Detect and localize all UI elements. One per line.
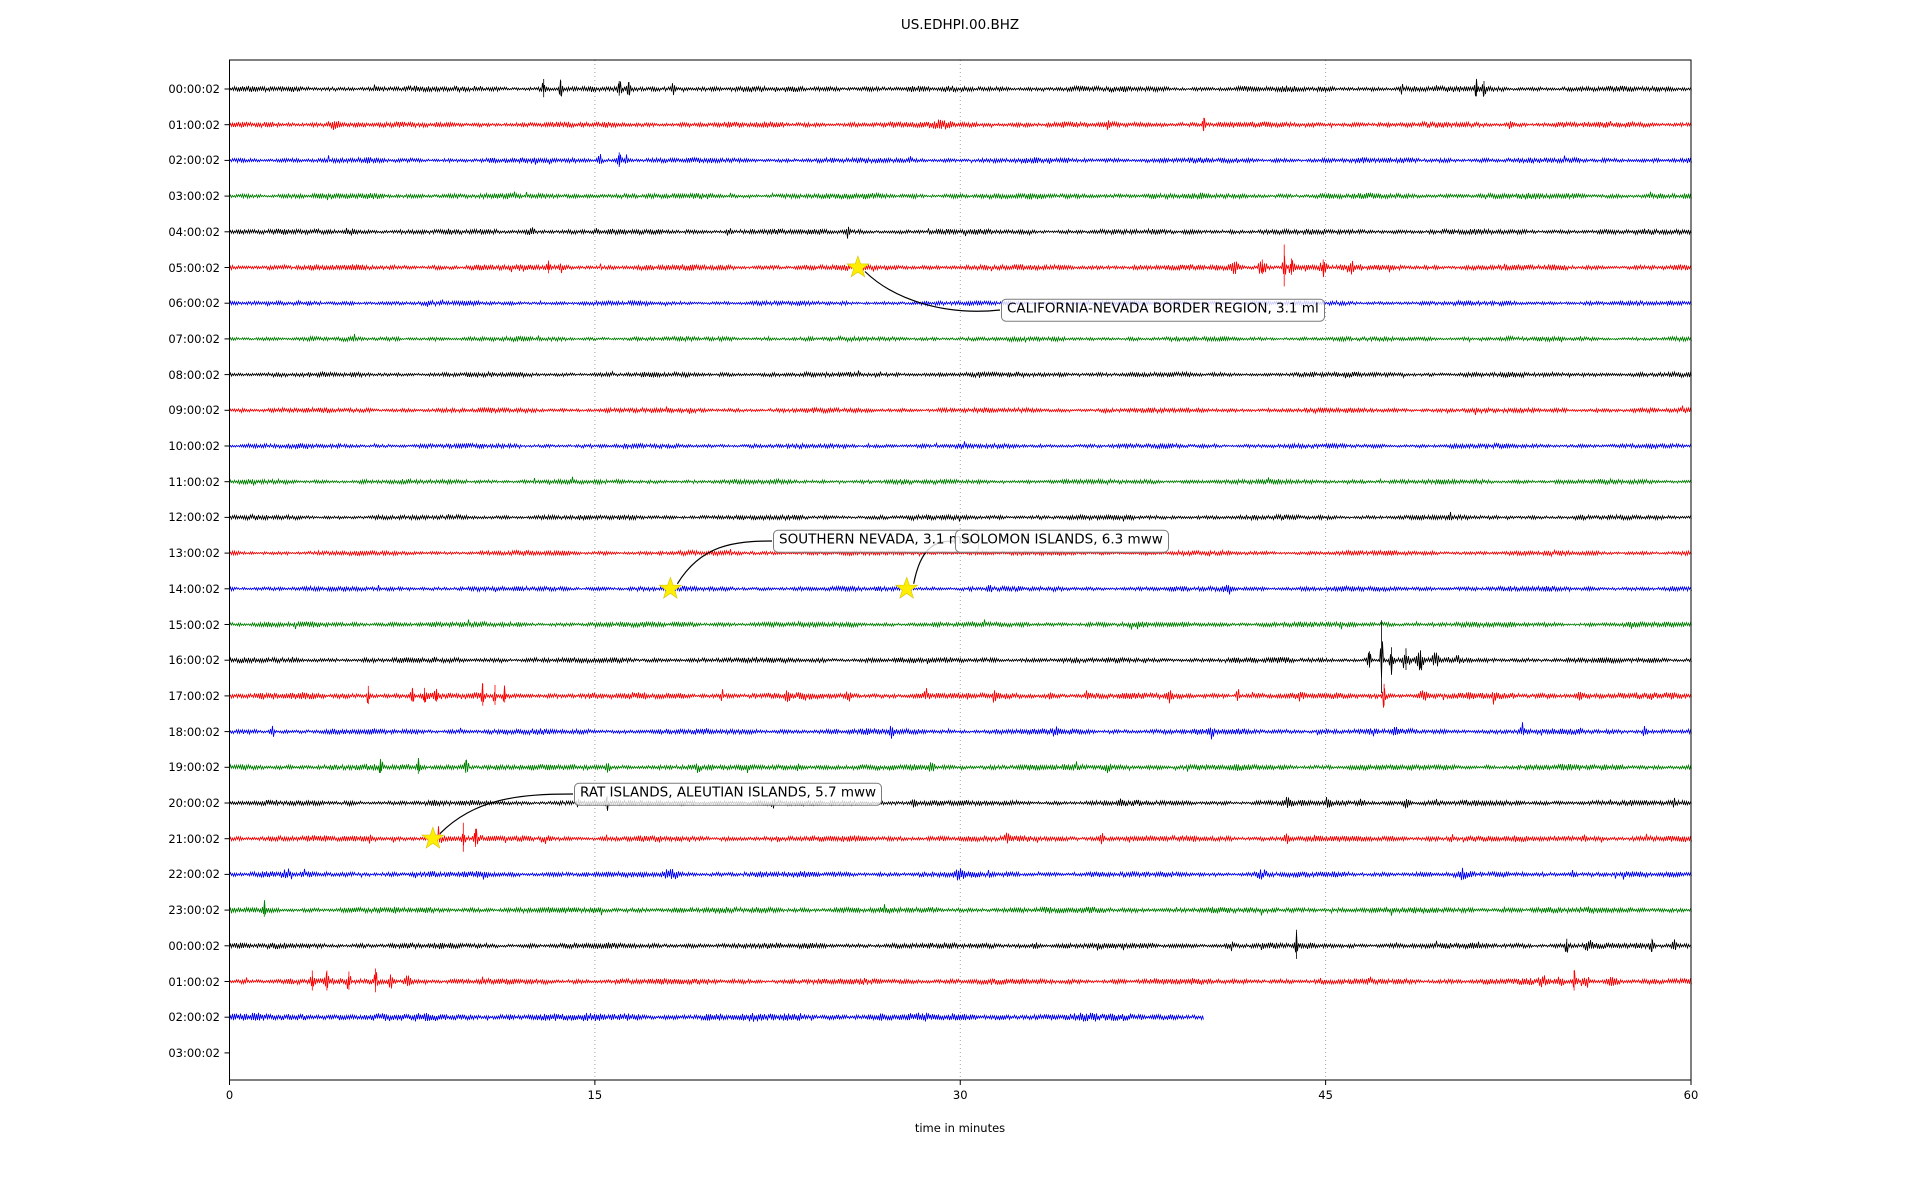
x-tick-label: 45 [1318,1088,1333,1102]
trace-row-190002 [229,757,1692,774]
y-tick-label: 10:00:02 [168,439,220,453]
annotation-leader-line [676,540,773,585]
event-star-marker [658,576,683,599]
x-tick-label: 0 [225,1088,234,1102]
event-star-marker [421,826,445,849]
y-tick-label: 08:00:02 [168,367,220,382]
trace-row-020002 [229,1012,1204,1022]
event-star-marker [846,255,870,278]
plot-title: US.EDHPI.00.BHZ [900,17,1020,33]
y-tick-label: 12:00:02 [168,510,220,525]
trace-row-090002 [229,405,1692,416]
y-tick-label: 18:00:02 [168,724,220,739]
x-axis-label: time in minutes [914,1121,1006,1135]
trace-row-050002 [229,244,1692,287]
y-tick-label: 16:00:02 [168,653,220,668]
y-tick-label: 03:00:02 [168,189,220,204]
event-star-marker [894,576,919,599]
y-tick-label: 15:00:02 [168,617,220,632]
trace-row-060002 [229,299,1692,308]
event-annotation: SOUTHERN NEVADA, 3.1 mw [773,529,979,553]
y-tick-label: 01:00:02 [168,974,220,989]
x-tick-label: 15 [587,1088,603,1102]
trace-row-040002 [229,226,1692,239]
y-tick-label: 06:00:02 [168,296,220,311]
y-tick-label: 04:00:02 [168,224,220,239]
trace-row-120002 [229,511,1692,522]
y-tick-label: 05:00:02 [168,260,220,275]
y-tick-label: 22:00:02 [168,867,220,882]
trace-row-010002 [229,117,1692,132]
trace-row-110002 [229,476,1692,486]
trace-row-170002 [229,683,1692,708]
trace-row-000002 [229,929,1692,959]
y-tick-label: 14:00:02 [168,581,220,596]
trace-row-130002 [229,548,1692,558]
trace-row-140002 [229,584,1692,595]
x-tick-label: 30 [952,1088,968,1102]
trace-row-220002 [229,867,1692,881]
event-annotation: CALIFORNIA-NEVADA BORDER REGION, 3.1 ml [1001,298,1325,322]
x-tick-label: 60 [1683,1088,1699,1102]
annotation-leader-line [864,271,1001,312]
trace-row-230002 [229,900,1692,917]
y-tick-label: 07:00:02 [168,331,220,346]
trace-row-030002 [229,191,1692,201]
y-tick-label: 00:00:02 [168,938,220,953]
y-tick-label: 19:00:02 [168,760,220,775]
trace-row-160002 [229,620,1692,693]
trace-row-100002 [229,441,1692,450]
trace-row-080002 [229,370,1692,379]
y-tick-label: 20:00:02 [168,796,220,810]
y-tick-label: 03:00:02 [168,1045,220,1060]
trace-row-020002 [229,152,1692,167]
trace-row-180002 [229,722,1692,740]
y-tick-label: 01:00:02 [168,117,220,132]
annotation-leader-line [439,793,574,835]
y-tick-label: 02:00:02 [168,153,220,168]
y-tick-label: 09:00:02 [168,403,220,418]
trace-row-070002 [229,333,1692,343]
trace-row-000002 [229,78,1692,98]
trace-row-150002 [229,619,1692,630]
y-tick-label: 21:00:02 [168,831,220,846]
y-tick-label: 17:00:02 [168,688,220,703]
y-tick-label: 11:00:02 [168,474,220,489]
trace-row-010002 [229,968,1692,993]
y-tick-label: 13:00:02 [168,546,220,561]
event-annotation: SOLOMON ISLANDS, 6.3 mww [955,529,1169,553]
y-tick-label: 23:00:02 [168,903,220,918]
trace-row-210002 [229,822,1692,852]
event-annotation: RAT ISLANDS, ALEUTIAN ISLANDS, 5.7 mww [574,782,883,806]
y-tick-label: 02:00:02 [168,1010,220,1025]
y-tick-label: 00:00:02 [168,82,220,96]
